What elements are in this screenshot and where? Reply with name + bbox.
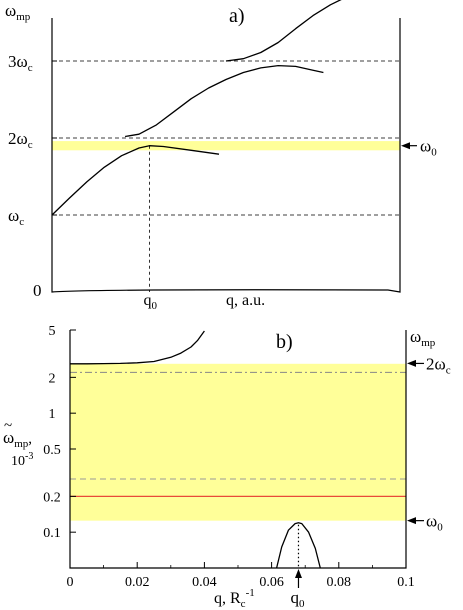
panel-b-2wc-arrowhead — [407, 359, 416, 367]
panel-b-x-tick-label: 0 — [67, 575, 74, 590]
svg-text:ωmp,: ωmp, — [3, 428, 32, 450]
panel-a-y-ticks: 0 ωc 2ωc 3ωc — [8, 52, 57, 300]
panel-b-right-label: ωmp — [410, 327, 436, 349]
panel-a-y-tick-label: 2ωc — [8, 129, 33, 151]
panel-b-x-tick-label: 0.02 — [125, 575, 150, 590]
panel-b-omega0-marker: ω0 — [407, 512, 443, 534]
panel-b-x-axis-label: q, Rc-1 — [214, 587, 255, 610]
svg-text:10-3: 10-3 — [11, 451, 33, 469]
panel-a-dashed-levels — [52, 60, 400, 216]
panel-b-x-tick-label: 0.08 — [327, 575, 352, 590]
panel-b-y-tick-label: 2 — [49, 371, 56, 386]
panel-b-curve-2 — [275, 522, 321, 569]
panel-b-x-tick-label: 0.1 — [397, 575, 415, 590]
panel-b-yellow-band — [70, 363, 406, 521]
panel-a: 0 ωc 2ωc 3ωc a) ωmp q, a.u. q0 ω0 — [5, 0, 437, 312]
panel-b-omega0-label: ω0 — [426, 512, 443, 534]
panel-b-y-tick-label: 0.5 — [43, 443, 61, 458]
panel-b-tilde: ~ — [4, 418, 12, 434]
panel-b-x-ticks: 0 0.02 0.04 0.06 0.08 0.1 — [67, 562, 415, 590]
panel-b-y-tick-label: 0.2 — [43, 490, 61, 505]
panel-a-omega0-label: ω0 — [420, 137, 437, 159]
panel-b-2wc-marker: 2ωc — [407, 354, 451, 376]
panel-a-y-tick-label: ωc — [8, 206, 24, 228]
panel-b-y-axis-label: ωmp, ~ 10-3 — [3, 418, 33, 469]
panel-b-y-tick-label: 1 — [49, 407, 56, 422]
panel-a-omega0-marker: ω0 — [401, 137, 437, 159]
panel-b-omega0-arrowhead — [407, 517, 416, 525]
panel-b-curve-1 — [70, 330, 205, 365]
panel-b-curves — [70, 330, 321, 569]
panel-a-yellow-band — [52, 141, 400, 151]
panel-b-2wc-label: 2ωc — [426, 354, 451, 376]
panel-a-x-axis-label: q, a.u. — [226, 292, 265, 309]
panel-b-y-ticks: 0.1 0.2 0.5 1 2 5 — [43, 324, 76, 541]
panel-b-y-tick-label: 5 — [49, 324, 56, 339]
panel-a-y-tick-label: 0 — [33, 281, 42, 300]
panel-a-label: a) — [229, 5, 245, 27]
panel-b: 0 0.02 0.04 0.06 0.08 0.1 0.1 0.2 0.5 1 2 5 b) ωmp… — [3, 324, 451, 610]
panel-a-curve-1 — [51, 145, 220, 216]
panel-b-q0-arrowhead — [294, 569, 302, 578]
panel-b-x-tick-label: 0.06 — [259, 575, 284, 590]
panel-b-y-tick-label: 0.1 — [43, 526, 61, 541]
panel-a-curve-2 — [124, 64, 324, 138]
panel-b-q0-marker: q0 — [290, 569, 305, 610]
panel-b-q0-label: q0 — [290, 588, 305, 610]
panel-a-omega0-arrowhead — [401, 142, 410, 150]
panel-a-y-tick-label: 3ωc — [8, 52, 33, 74]
panel-a-curves — [51, 0, 342, 216]
panel-a-q0-tick-label: q0 — [143, 292, 157, 312]
panel-a-y-axis-label: ωmp — [5, 1, 31, 23]
panel-b-x-tick-label: 0.04 — [192, 575, 217, 590]
panel-a-axes — [51, 18, 401, 293]
panel-b-label: b) — [276, 331, 293, 353]
panel-a-curve-3 — [225, 0, 342, 62]
